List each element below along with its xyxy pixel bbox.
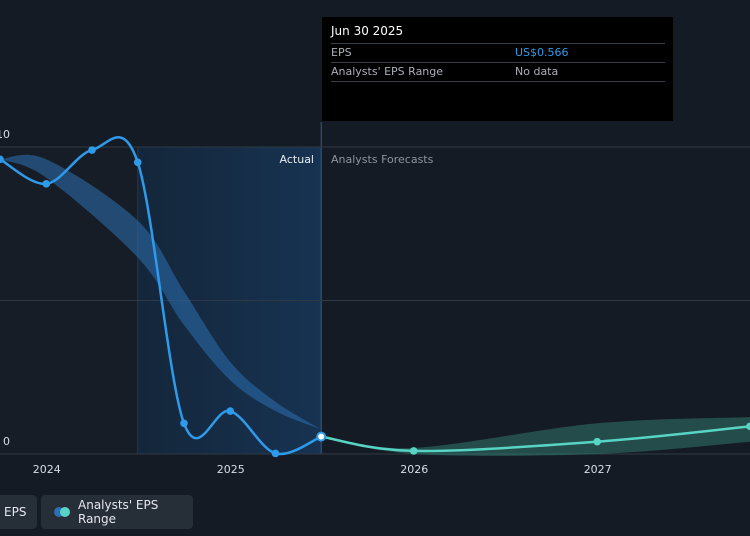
tooltip-eps-label: EPS [331, 46, 352, 59]
forecast-line [319, 425, 750, 453]
legend-eps-label: EPS [4, 505, 27, 519]
tooltip-date: Jun 30 2025 [331, 17, 665, 44]
eps-line [0, 136, 323, 456]
y-tick-label: 10 [0, 128, 10, 141]
tooltip-row-eps: EPS US$0.566 [331, 44, 665, 63]
analyst-range-band-forecast [321, 417, 750, 456]
tooltip-row-range: Analysts' EPS Range No data [331, 63, 665, 82]
tooltip-eps-value: US$0.566 [515, 46, 569, 59]
x-tick-label: 2026 [400, 463, 428, 476]
x-tick-label: 2025 [217, 463, 245, 476]
eps-point [133, 158, 142, 167]
range-dots-icon [54, 507, 70, 517]
tooltip-range-value: No data [515, 65, 559, 78]
tooltip: Jun 30 2025 EPS US$0.566 Analysts' EPS R… [322, 17, 673, 121]
legend-range-label: Analysts' EPS Range [78, 498, 159, 526]
eps-point [42, 180, 51, 188]
eps-point [180, 419, 188, 428]
legend-range[interactable]: Analysts' EPS Range [41, 495, 193, 529]
x-tick-label: 2024 [33, 463, 61, 476]
forecast-point [746, 422, 750, 431]
forecast-region-label: Analysts Forecasts [331, 153, 434, 166]
y-tick-label: 0 [3, 435, 10, 448]
forecast-point [593, 437, 601, 446]
actual-region-label: Actual [280, 153, 314, 166]
eps-point [0, 155, 4, 164]
eps-point [316, 431, 327, 442]
forecast-point [409, 447, 418, 455]
eps-point [271, 449, 280, 458]
tooltip-range-label: Analysts' EPS Range [331, 65, 444, 78]
eps-point [88, 146, 96, 154]
x-tick-label: 2027 [584, 463, 612, 476]
legend-eps[interactable]: EPS [0, 495, 37, 529]
eps-point [226, 407, 235, 415]
